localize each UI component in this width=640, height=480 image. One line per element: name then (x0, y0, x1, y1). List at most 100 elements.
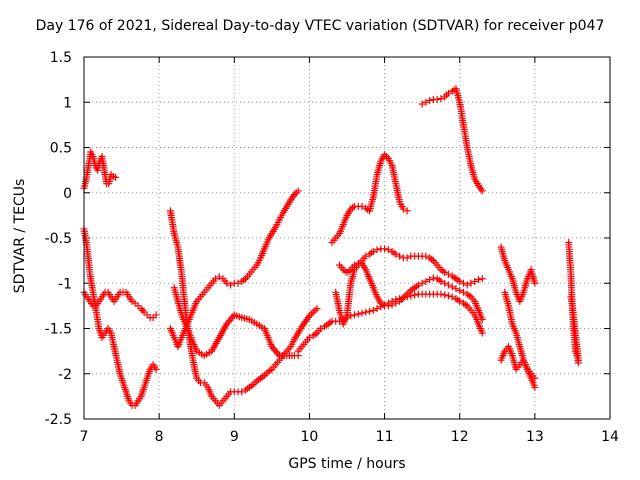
series-s1 (80, 148, 120, 192)
data-point (373, 305, 381, 313)
data-point (396, 252, 404, 260)
y-tick-label: -1 (58, 276, 72, 292)
data-point (422, 98, 430, 106)
data-point (475, 276, 482, 284)
series-s2 (80, 225, 160, 409)
series-s6 (170, 284, 302, 360)
data-point (152, 311, 160, 319)
data-point (456, 286, 464, 294)
series-s10 (335, 259, 486, 323)
data-point (418, 100, 426, 108)
data-point (392, 250, 400, 258)
data-point (467, 279, 475, 287)
data-point (429, 274, 437, 282)
data-point (212, 275, 219, 283)
y-tick-label: -0.5 (45, 231, 72, 247)
x-tick-label: 10 (301, 429, 319, 445)
data-point (531, 374, 539, 382)
data-point (478, 275, 486, 283)
data-point (351, 261, 359, 269)
series-s4 (166, 187, 302, 351)
data-point (574, 356, 582, 364)
data-point (369, 248, 377, 256)
x-tick-label: 7 (80, 429, 89, 445)
data-point (234, 279, 242, 287)
series-s7 (294, 290, 486, 355)
series-s16 (567, 293, 582, 364)
y-tick-label: 0.5 (50, 141, 72, 157)
data-point (437, 95, 445, 103)
data-point (437, 277, 445, 285)
data-point (426, 276, 434, 284)
series-s3 (80, 288, 160, 322)
data-point (227, 281, 235, 289)
data-point (112, 173, 120, 181)
data-point (139, 306, 147, 314)
series-s5 (166, 207, 321, 409)
data-point (366, 307, 374, 315)
data-point (478, 329, 486, 337)
data-point (369, 306, 377, 314)
axis-ticks: 7 8 9 10 11 12 13 14 1.5 1 0.5 0 -0.5 -1 -1.5 -2 -2.5 (45, 50, 619, 445)
data-point (294, 187, 302, 195)
data-points (80, 85, 582, 409)
x-tick-label: 13 (526, 429, 544, 445)
data-point (384, 302, 392, 310)
data-point (459, 288, 467, 296)
data-point (399, 205, 407, 213)
data-point (459, 279, 467, 287)
y-tick-label: -1.5 (45, 322, 72, 338)
data-point (448, 283, 456, 291)
x-tick-label: 8 (155, 429, 164, 445)
data-point (471, 277, 479, 285)
data-point (358, 202, 366, 210)
series-s13 (497, 343, 539, 391)
data-point (437, 290, 445, 298)
data-point (463, 281, 471, 289)
x-tick-label: 14 (601, 429, 619, 445)
x-axis-label: GPS time / hours (288, 456, 406, 472)
data-point (305, 334, 313, 342)
data-point (414, 281, 422, 289)
data-point (354, 310, 362, 318)
plot-frame (83, 56, 611, 420)
data-point (441, 268, 449, 276)
data-point (531, 383, 539, 391)
y-tick-label: -2 (58, 367, 72, 383)
data-point (152, 365, 160, 373)
data-point (403, 207, 411, 215)
data-point (448, 293, 456, 301)
data-point (388, 301, 396, 309)
data-point (452, 285, 460, 293)
x-tick-label: 9 (230, 429, 239, 445)
y-tick-label: -2.5 (45, 412, 72, 428)
data-point (422, 252, 430, 260)
data-point (384, 246, 392, 254)
data-point (456, 297, 464, 305)
series-s12 (497, 243, 539, 305)
data-point (422, 277, 430, 285)
data-point (426, 96, 434, 104)
data-point (362, 308, 370, 316)
y-tick-label: 0 (63, 186, 72, 202)
y-tick-label: 1 (63, 95, 72, 111)
data-point (362, 252, 370, 260)
data-point (444, 270, 452, 278)
data-point (403, 254, 411, 262)
data-point (347, 312, 355, 320)
data-point (456, 277, 464, 285)
data-point (441, 279, 449, 287)
chart-title: Day 176 of 2021, Sidereal Day-to-day VTE… (35, 18, 605, 34)
data-point (444, 89, 452, 97)
series-s14 (501, 288, 539, 382)
data-point (351, 311, 359, 319)
data-point (478, 187, 486, 195)
y-tick-label: 1.5 (50, 50, 72, 66)
series-s8 (328, 151, 411, 247)
data-point (392, 299, 400, 307)
grid (84, 57, 610, 419)
series-s11 (418, 85, 486, 195)
data-point (531, 279, 539, 287)
data-point (238, 388, 246, 396)
